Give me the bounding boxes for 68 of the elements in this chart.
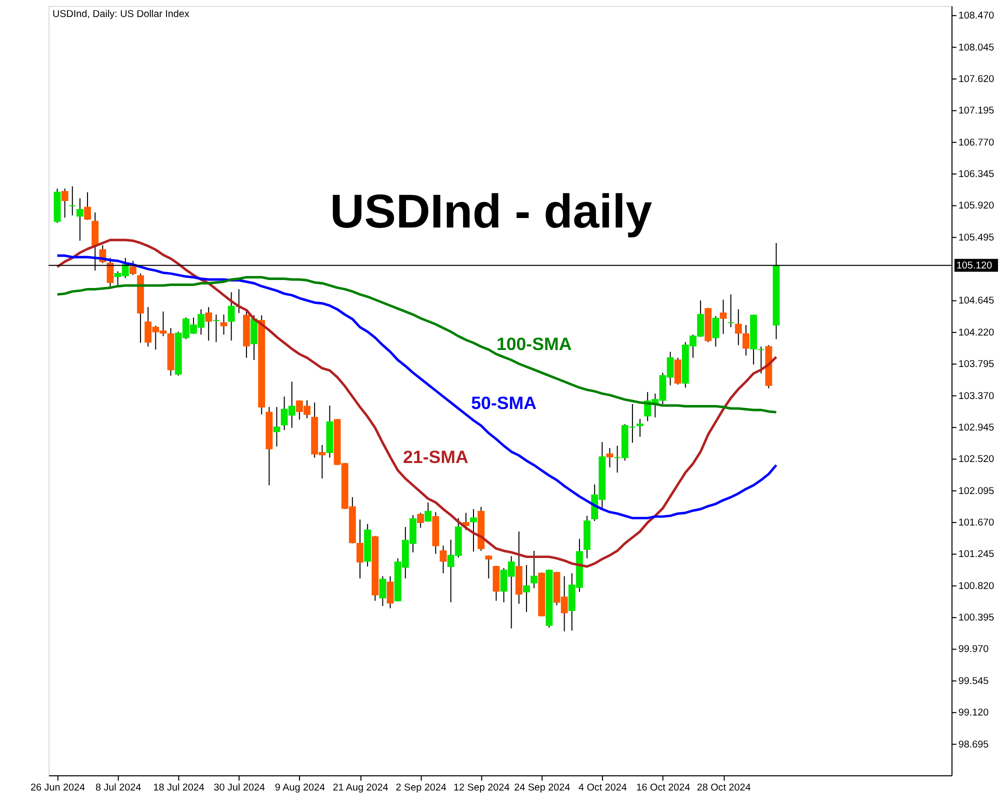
text: USDInd - daily <box>330 186 653 239</box>
y-tick-label: 100.820 <box>958 580 995 592</box>
y-tick-label: 108.045 <box>958 42 995 54</box>
candlestick <box>712 316 720 348</box>
x-tick-label: 18 Jul 2024 <box>153 782 205 794</box>
y-tick-label: 101.670 <box>958 518 995 528</box>
y-tick-label: 104.645 <box>958 296 995 307</box>
y-tick-label: 107.195 <box>958 106 995 117</box>
y-tick-label: 102.945 <box>958 422 995 434</box>
x-tick-label: 28 Oct 2024 <box>696 782 752 794</box>
series-label: 100-SMA <box>496 334 572 354</box>
candlestick <box>727 294 734 328</box>
y-tick-label: 106.770 <box>958 137 995 148</box>
y-tick-label: 105.920 <box>958 200 995 212</box>
candlestick <box>76 198 84 242</box>
candlestick <box>84 192 91 220</box>
y-tick-label: 99.545 <box>958 676 990 687</box>
candlestick <box>273 406 280 447</box>
x-tick-label: 4 Oct 2024 <box>578 782 628 794</box>
y-tick-label: 102.520 <box>958 454 995 466</box>
y-tick-label: 107.620 <box>958 74 995 85</box>
y-tick-label: 98.695 <box>958 739 990 750</box>
y-tick-label: 100.395 <box>958 612 995 624</box>
y-tick-label: 99.970 <box>958 644 990 656</box>
candlestick <box>68 186 76 216</box>
candlestick <box>530 550 538 589</box>
line-series <box>56 238 778 568</box>
candlestick <box>417 512 424 528</box>
candlestick <box>674 357 682 386</box>
x-tick-label: 8 Jul 2024 <box>95 782 142 794</box>
y-tick-label: 103.370 <box>958 390 995 402</box>
chart-subtitle: USDInd, Daily: US Dollar Index <box>52 8 190 20</box>
candlestick <box>734 308 742 346</box>
x-tick-label: 26 Jun 2024 <box>30 782 86 794</box>
x-tick-label: 21 Aug 2024 <box>332 782 389 794</box>
candlestick <box>470 508 477 552</box>
y-tick-label: 106.345 <box>958 169 995 180</box>
candlestick <box>205 306 212 342</box>
y-tick-label: 104.220 <box>958 327 995 338</box>
y-tick-label: 101.245 <box>958 549 995 560</box>
x-tick-label: 2 Sep 2024 <box>396 782 447 794</box>
candlestick <box>523 564 530 612</box>
ref-line-label: 105.120 <box>956 260 993 272</box>
y-tick-label: 99.120 <box>958 708 990 719</box>
y-tick-label: 102.095 <box>958 486 995 497</box>
candlestick <box>356 519 364 579</box>
candlestick <box>440 545 447 574</box>
series-label: 21-SMA <box>403 446 468 467</box>
candlestick <box>424 502 432 522</box>
x-tick-label: 9 Aug 2024 <box>274 782 326 794</box>
y-tick-label: 103.795 <box>958 359 995 370</box>
candlestick <box>61 188 68 218</box>
x-tick-label: 16 Oct 2024 <box>636 782 691 794</box>
candlestick <box>636 418 644 438</box>
candlestick <box>720 299 727 334</box>
x-tick-label: 24 Sep 2024 <box>514 782 571 794</box>
y-tick-label: 105.495 <box>958 232 995 244</box>
y-tick-label: 108.470 <box>958 10 995 22</box>
x-tick-label: 12 Sep 2024 <box>454 782 510 794</box>
candlestick <box>462 512 470 530</box>
candlestick <box>212 314 220 343</box>
candlestick <box>742 324 750 356</box>
candlestick <box>606 447 614 468</box>
candlestick <box>386 576 394 609</box>
x-tick-label: 30 Jul 2024 <box>214 782 266 794</box>
series-label: 50-SMA <box>471 393 537 414</box>
candlestick <box>485 554 492 579</box>
candlestick <box>379 576 386 607</box>
